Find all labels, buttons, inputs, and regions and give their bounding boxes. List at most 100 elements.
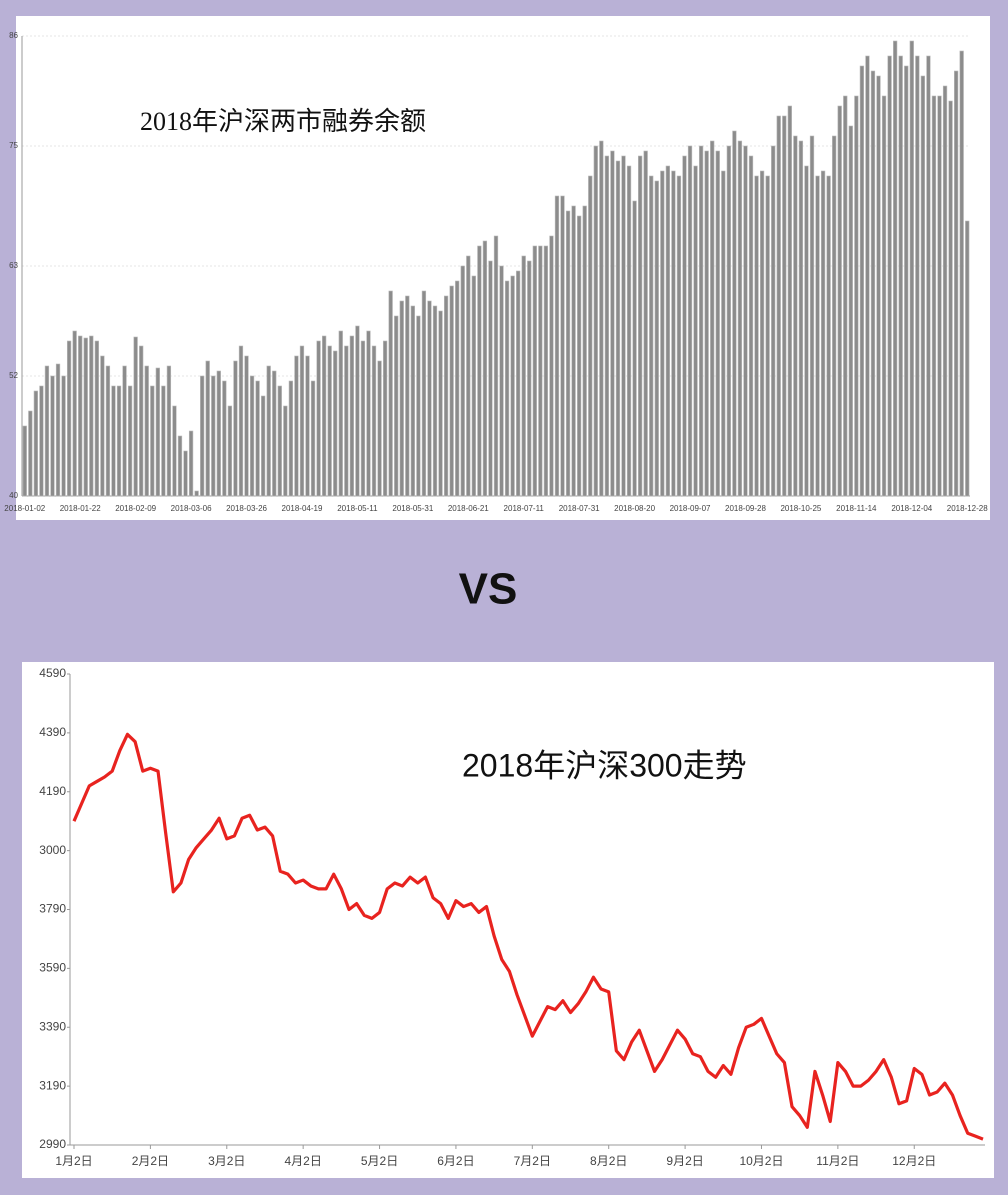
bar bbox=[66, 340, 72, 497]
bar bbox=[338, 330, 343, 497]
bar bbox=[593, 145, 598, 497]
x-tick-label: 2018-09-28 bbox=[725, 504, 766, 513]
bar bbox=[499, 265, 504, 497]
bar bbox=[133, 336, 138, 497]
bar bbox=[571, 205, 576, 497]
bar bbox=[782, 115, 787, 497]
bottom-panel bbox=[22, 662, 994, 1178]
bar bbox=[682, 155, 687, 497]
bar bbox=[305, 355, 310, 497]
bar bbox=[194, 490, 199, 497]
bar bbox=[948, 100, 953, 497]
bar bbox=[283, 405, 288, 497]
bar bbox=[898, 55, 903, 497]
bar bbox=[931, 95, 937, 497]
x-tick-label: 2018-05-31 bbox=[392, 504, 433, 513]
bar bbox=[238, 345, 244, 497]
bar bbox=[615, 160, 621, 497]
bar bbox=[660, 170, 665, 497]
bar bbox=[388, 290, 393, 497]
bar bbox=[626, 165, 632, 497]
bar bbox=[926, 55, 931, 497]
bar bbox=[543, 245, 549, 497]
bar bbox=[216, 370, 221, 497]
bar bbox=[78, 335, 83, 497]
bar bbox=[144, 365, 149, 497]
y-tick-label: 3000 bbox=[39, 843, 66, 857]
bar bbox=[748, 155, 754, 497]
bar bbox=[820, 170, 826, 497]
bar bbox=[327, 345, 332, 497]
bar bbox=[809, 135, 815, 497]
bar bbox=[288, 380, 294, 497]
y-tick-label: 75 bbox=[9, 141, 18, 150]
bar bbox=[177, 435, 183, 497]
bar bbox=[577, 215, 582, 497]
bar bbox=[183, 450, 188, 497]
x-tick-label: 3月2日 bbox=[208, 1154, 245, 1168]
bar bbox=[405, 295, 410, 497]
bar bbox=[710, 140, 715, 497]
bar bbox=[815, 175, 820, 497]
bar bbox=[854, 95, 859, 497]
bar bbox=[188, 430, 194, 497]
bar bbox=[50, 375, 55, 497]
x-tick-label: 7月2日 bbox=[514, 1154, 551, 1168]
bar bbox=[610, 150, 615, 497]
bar bbox=[909, 40, 914, 497]
bar bbox=[382, 340, 388, 497]
bar bbox=[915, 55, 920, 497]
bar bbox=[743, 145, 748, 497]
line-series bbox=[72, 732, 984, 1141]
vs-label: VS bbox=[459, 565, 518, 614]
bar bbox=[493, 235, 499, 497]
bar bbox=[161, 385, 166, 497]
bar bbox=[349, 335, 354, 497]
bar bbox=[954, 70, 959, 497]
bar bbox=[83, 337, 88, 497]
bar bbox=[621, 155, 626, 497]
bar bbox=[893, 40, 898, 497]
x-tick-label: 12月2日 bbox=[892, 1154, 936, 1168]
bar bbox=[937, 95, 942, 497]
bar bbox=[55, 363, 61, 497]
x-tick-label: 8月2日 bbox=[590, 1154, 627, 1168]
bar bbox=[942, 85, 948, 497]
y-tick-label: 3390 bbox=[39, 1019, 66, 1033]
bar bbox=[249, 375, 255, 497]
bar bbox=[72, 330, 77, 497]
bar bbox=[211, 375, 216, 497]
bar bbox=[516, 270, 521, 497]
bar bbox=[360, 340, 366, 497]
y-tick-label: 63 bbox=[9, 261, 18, 270]
bar bbox=[676, 175, 682, 497]
y-tick-label: 4590 bbox=[39, 666, 66, 680]
x-tick-label: 2018-08-20 bbox=[614, 504, 655, 513]
x-tick-label: 9月2日 bbox=[666, 1154, 703, 1168]
bar bbox=[205, 360, 210, 497]
bar bbox=[266, 365, 271, 497]
bar bbox=[261, 395, 266, 497]
bar bbox=[732, 130, 737, 497]
bar bbox=[737, 140, 743, 497]
bar bbox=[244, 355, 249, 497]
x-tick-label: 2018-02-09 bbox=[115, 504, 156, 513]
y-tick-label: 3790 bbox=[39, 902, 66, 916]
bar bbox=[371, 345, 377, 497]
x-tick-label: 2018-01-02 bbox=[4, 504, 45, 513]
bar bbox=[721, 170, 726, 497]
bar bbox=[638, 155, 643, 497]
x-tick-label: 2018-04-19 bbox=[282, 504, 323, 513]
bar bbox=[704, 150, 709, 497]
bar bbox=[887, 55, 892, 497]
bar bbox=[554, 195, 560, 497]
bar bbox=[870, 70, 876, 497]
y-tick-label: 86 bbox=[9, 31, 18, 40]
bar bbox=[28, 410, 33, 497]
bar bbox=[449, 285, 454, 497]
bar bbox=[227, 405, 233, 497]
bar bbox=[455, 280, 460, 497]
bar bbox=[865, 55, 870, 497]
bar bbox=[438, 310, 443, 497]
y-tick-label: 2990 bbox=[39, 1137, 66, 1151]
